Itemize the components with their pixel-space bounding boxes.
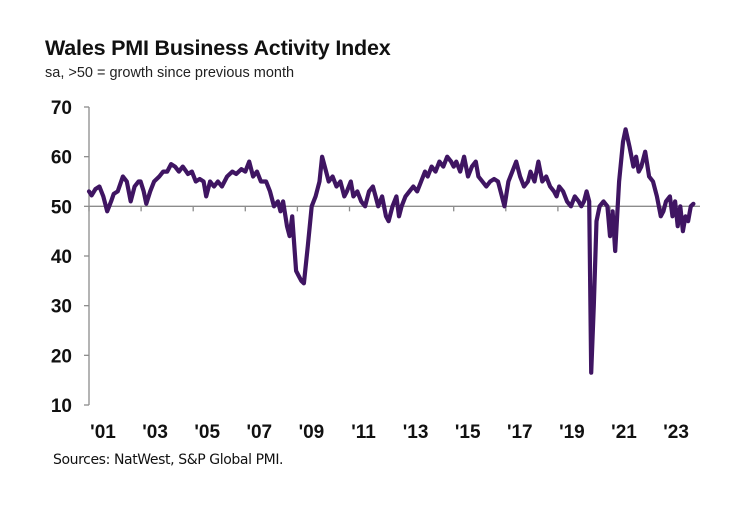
x-axis: '01 '03 '05 '07 '09 '11 '13 '15 '17 '19 '21 '23 (88, 205, 700, 443)
x-tick-label: '13 (403, 422, 429, 443)
x-tick-label: '17 (507, 422, 533, 443)
source-note: Sources: NatWest, S&P Global PMI. (53, 452, 284, 468)
x-tick-label: '07 (246, 422, 272, 443)
x-tick-label: '01 (90, 422, 116, 443)
chart-subtitle: sa, >50 = growth since previous month (45, 65, 295, 81)
x-tick-label: '15 (455, 422, 481, 443)
y-tick-label: 40 (51, 247, 72, 268)
x-tick-label: '11 (351, 422, 376, 443)
y-tick-label: 10 (51, 396, 72, 417)
series-group (86, 127, 696, 375)
series-line (86, 127, 696, 375)
x-tick-label: '05 (194, 422, 220, 443)
y-tick-label: 60 (51, 148, 72, 169)
y-tick-label: 20 (51, 346, 72, 367)
y-tick-label: 50 (51, 197, 72, 218)
x-tick-label: '09 (299, 422, 325, 443)
x-tick-label: '21 (611, 422, 637, 443)
y-axis: 70 60 50 40 30 20 10 (51, 98, 90, 417)
chart-title: Wales PMI Business Activity Index (45, 36, 391, 60)
x-tick-label: '23 (663, 422, 689, 443)
x-tick-label: '03 (142, 422, 168, 443)
y-tick-label: 30 (51, 297, 72, 318)
x-tick-label: '19 (559, 422, 585, 443)
y-tick-label: 70 (51, 98, 72, 119)
